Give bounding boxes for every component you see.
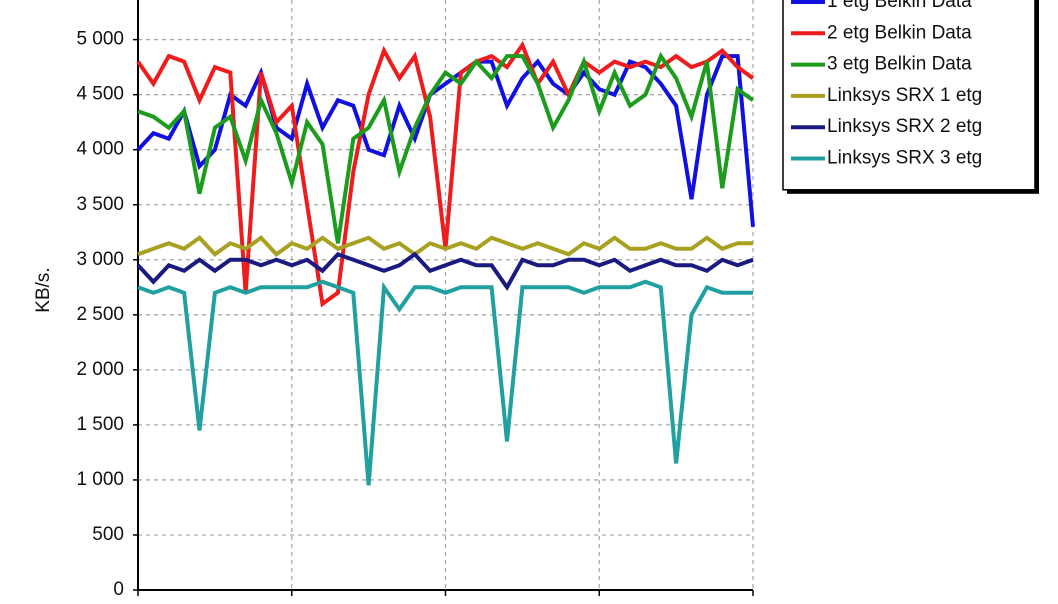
legend-label: Linksys SRX 2 etg (827, 116, 982, 137)
y-tick-label: 2 500 (76, 304, 124, 325)
legend: 1 etg Belkin Data 2 etg Belkin Data 3 etg … (782, 0, 1039, 194)
legend-label: 1 etg Belkin Data (827, 0, 972, 12)
y-tick-label: 4 500 (76, 84, 124, 105)
legend-label: Linksys SRX 3 etg (827, 148, 982, 169)
legend-label: 3 etg Belkin Data (827, 54, 972, 75)
y-tick-label: 4 000 (76, 139, 124, 160)
series-line (137, 51, 755, 244)
y-tick-label: 2 000 (76, 359, 124, 380)
y-tick-label: 1 000 (76, 469, 124, 490)
series-line (137, 279, 753, 486)
y-tick-label: 1 500 (76, 414, 124, 435)
y-tick-label: 500 (92, 524, 124, 545)
series-line (136, 251, 754, 292)
y-tick-label: 3 000 (76, 249, 124, 270)
series-line (137, 235, 753, 257)
legend-label: Linksys SRX 1 etg (827, 85, 982, 106)
y-tick-label: 0 (113, 579, 124, 600)
series-line (136, 54, 755, 227)
legend-label: 2 etg Belkin Data (827, 22, 972, 43)
y-tick-label: 3 500 (76, 194, 124, 215)
y-tick-label: 5 000 (76, 29, 124, 50)
y-axis-label: KB/s. (33, 267, 54, 312)
